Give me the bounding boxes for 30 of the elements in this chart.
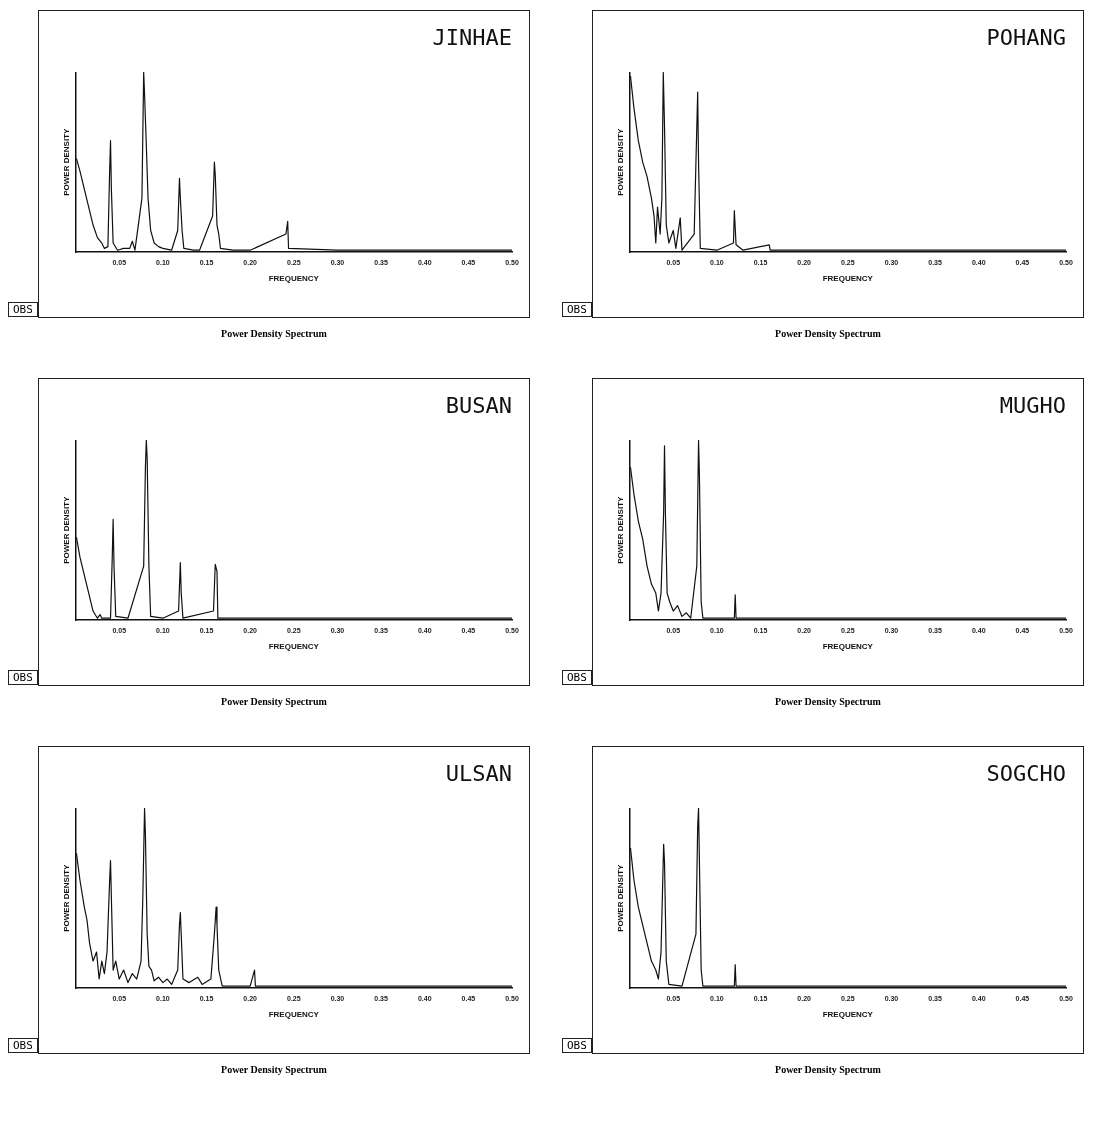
y-axis-title: POWER DENSITY [616,495,625,564]
text: OBS [8,670,38,685]
chart-title: POHANG [986,24,1066,50]
chart-title: SOGCHO [986,760,1066,786]
y-axis-title: POWER DENSITY [616,863,625,932]
text: Power Density Spectrum [220,328,328,339]
text: OBS [8,1038,38,1053]
y-axis-title: POWER DENSITY [616,127,625,196]
y-axis-title: POWER DENSITY [62,863,71,932]
y-axis-title: POWER DENSITY [62,127,71,196]
text: Power Density Spectrum [220,696,328,707]
chart-title: JINHAE [432,24,512,50]
x-axis-title: FREQUENCY [268,274,320,284]
text: OBS [562,1038,592,1053]
x-axis-title: FREQUENCY [268,642,320,652]
text: Power Density Spectrum [774,1064,882,1075]
chart-title: MUGHO [999,392,1066,418]
text: OBS [562,670,592,685]
text: OBS [562,302,592,317]
x-axis-title: FREQUENCY [268,1010,320,1020]
y-axis-title: POWER DENSITY [62,495,71,564]
text: Power Density Spectrum [774,328,882,339]
chart-title: ULSAN [445,760,512,786]
text: OBS [8,302,38,317]
x-axis-title: FREQUENCY [822,1010,874,1020]
x-axis-title: FREQUENCY [822,274,874,284]
chart-title: BUSAN [445,392,512,418]
text: Power Density Spectrum [774,696,882,707]
x-axis-title: FREQUENCY [822,642,874,652]
text: Power Density Spectrum [220,1064,328,1075]
